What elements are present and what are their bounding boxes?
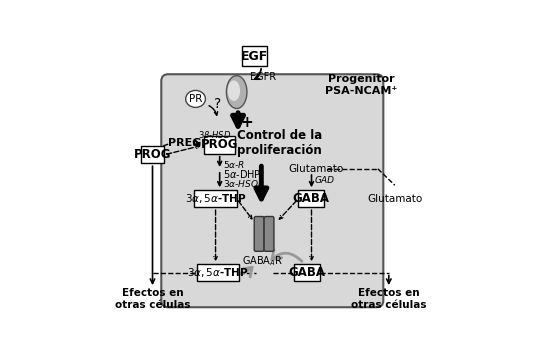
Text: Progenitor
PSA-NCAM⁺: Progenitor PSA-NCAM⁺ bbox=[325, 74, 397, 96]
FancyBboxPatch shape bbox=[299, 190, 324, 207]
Text: $3\beta$-HSD: $3\beta$-HSD bbox=[198, 130, 231, 142]
FancyBboxPatch shape bbox=[242, 46, 267, 66]
Text: $3\alpha,5\alpha$-THP: $3\alpha,5\alpha$-THP bbox=[187, 266, 249, 279]
FancyArrowPatch shape bbox=[272, 250, 302, 261]
Text: Glutamato: Glutamato bbox=[288, 164, 344, 174]
FancyBboxPatch shape bbox=[264, 216, 274, 251]
FancyBboxPatch shape bbox=[254, 216, 264, 251]
Text: PROG: PROG bbox=[201, 138, 238, 151]
FancyBboxPatch shape bbox=[294, 264, 320, 281]
FancyBboxPatch shape bbox=[204, 136, 235, 154]
Text: GABA: GABA bbox=[293, 192, 330, 205]
Text: Efectos en
otras células: Efectos en otras células bbox=[351, 288, 427, 310]
Ellipse shape bbox=[226, 75, 247, 109]
Text: EGFR: EGFR bbox=[250, 72, 277, 82]
Text: $5\alpha$-DHP: $5\alpha$-DHP bbox=[223, 168, 262, 180]
Text: GABA: GABA bbox=[289, 266, 326, 279]
Text: PREG: PREG bbox=[168, 138, 201, 148]
Text: PR: PR bbox=[189, 94, 202, 104]
Text: Glutamato: Glutamato bbox=[367, 194, 422, 204]
Text: $3\alpha,5\alpha$-THP: $3\alpha,5\alpha$-THP bbox=[185, 192, 246, 205]
FancyBboxPatch shape bbox=[194, 190, 237, 207]
Text: GAD: GAD bbox=[315, 176, 335, 185]
Text: +: + bbox=[240, 115, 253, 130]
Text: $5\alpha$-R: $5\alpha$-R bbox=[223, 159, 245, 170]
FancyArrowPatch shape bbox=[222, 265, 252, 277]
FancyBboxPatch shape bbox=[161, 74, 383, 307]
Ellipse shape bbox=[228, 80, 240, 101]
Ellipse shape bbox=[186, 90, 206, 108]
FancyBboxPatch shape bbox=[141, 146, 164, 163]
Text: ?: ? bbox=[214, 98, 221, 111]
Text: GABA$_A$R: GABA$_A$R bbox=[241, 254, 283, 268]
Text: $3\alpha$-HSOR: $3\alpha$-HSOR bbox=[223, 178, 265, 189]
Text: PROG: PROG bbox=[134, 148, 171, 161]
Text: Efectos en
otras células: Efectos en otras células bbox=[115, 288, 190, 310]
FancyBboxPatch shape bbox=[197, 264, 239, 281]
Text: Control de la
proliferación: Control de la proliferación bbox=[237, 129, 322, 157]
Text: EGF: EGF bbox=[241, 49, 268, 63]
